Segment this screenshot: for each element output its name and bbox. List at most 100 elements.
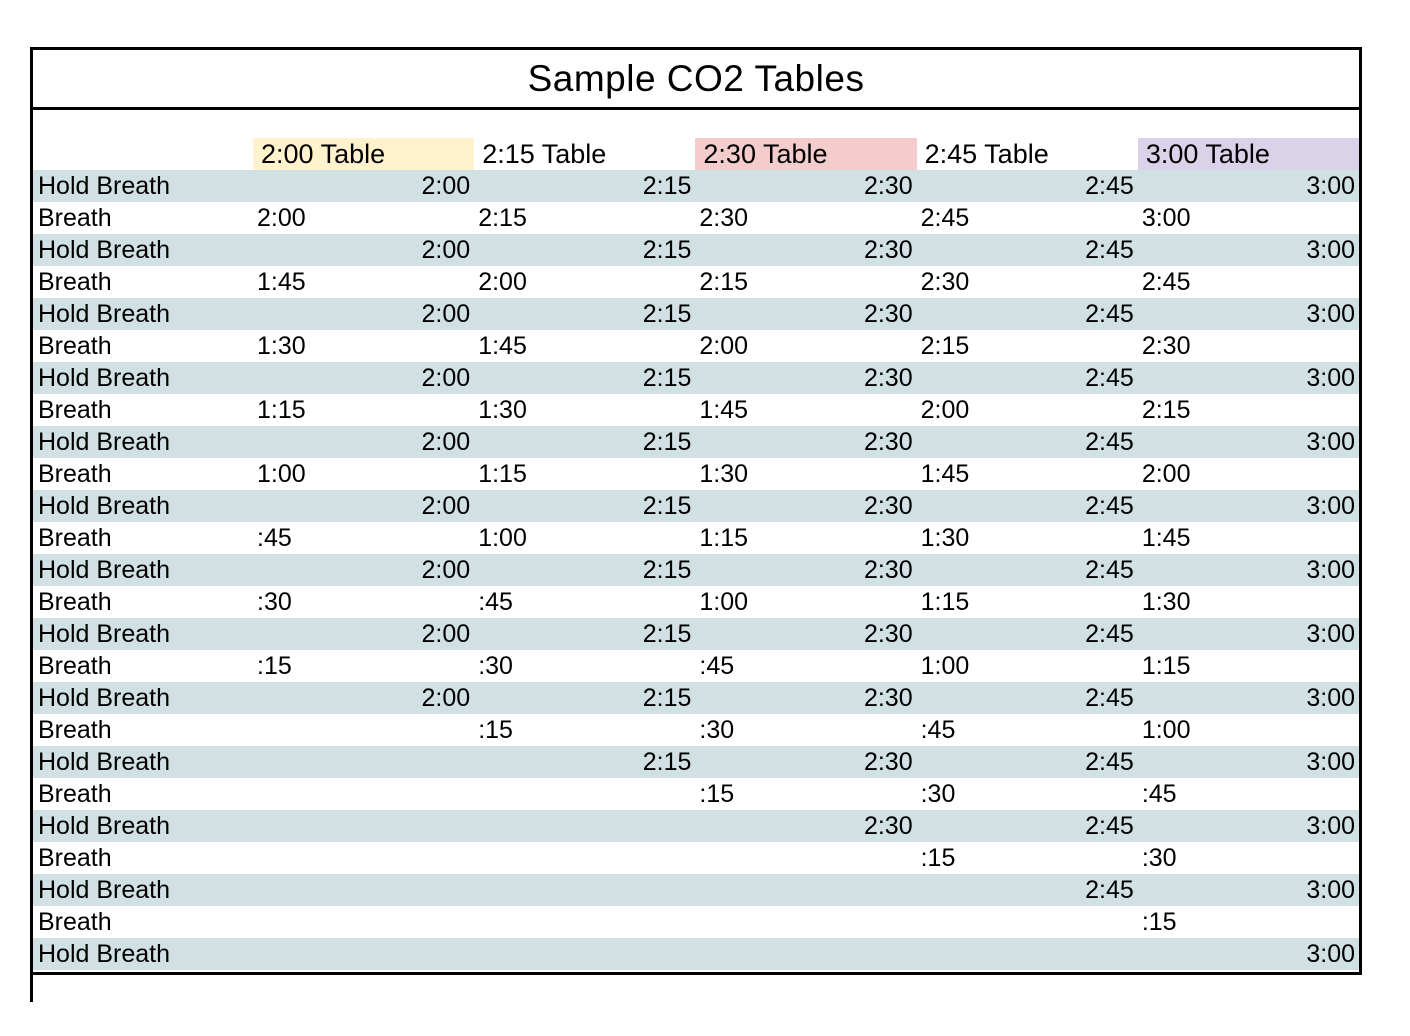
row-label: Breath [38, 524, 112, 552]
time-cell: :30 [478, 652, 513, 680]
time-cell: 1:30 [1141, 588, 1191, 616]
row-label: Hold Breath [38, 172, 171, 200]
time-cell [917, 906, 1138, 938]
time-cell: 3:00 [1306, 556, 1356, 584]
time-cell: 2:00 [920, 396, 970, 424]
time-cell: 3:00 [1306, 940, 1356, 968]
title-box: Sample CO2 Tables [30, 47, 1362, 110]
table-row: Breath 1:30 1:45 2:00 2:15 2:30 [33, 330, 1359, 362]
time-cell: 1:00 [257, 460, 306, 488]
time-cell: 2:30 [699, 204, 749, 232]
time-cell: 2:30 [863, 300, 913, 328]
time-cell: 2:00 [421, 492, 471, 520]
time-cell: 2:15 [642, 620, 692, 648]
table-row: Breath :15 [33, 906, 1359, 938]
table-row: Hold Breath 2:00 2:15 2:30 2:45 3:00 [33, 362, 1359, 394]
time-cell: 3:00 [1306, 236, 1356, 264]
header-cell-2-45-table: 2:45 Table [924, 139, 1049, 169]
table-row: Hold Breath 2:00 2:15 2:30 2:45 3:00 [33, 298, 1359, 330]
time-cell [474, 842, 695, 874]
time-cell [253, 938, 474, 970]
time-cell: 2:30 [863, 364, 913, 392]
time-cell [917, 938, 1138, 970]
time-cell: 3:00 [1306, 684, 1356, 712]
time-cell: :15 [1141, 908, 1177, 936]
row-label: Breath [38, 908, 112, 936]
row-label: Hold Breath [38, 236, 171, 264]
table-row: Breath :45 1:00 1:15 1:30 1:45 [33, 522, 1359, 554]
time-cell: 1:15 [257, 396, 306, 424]
time-cell: 1:00 [478, 524, 527, 552]
time-cell: 2:30 [863, 684, 913, 712]
time-cell: 2:00 [699, 332, 749, 360]
left-border-tail [30, 975, 33, 1002]
time-cell: 2:15 [642, 428, 692, 456]
time-cell: 2:00 [421, 556, 471, 584]
time-cell: 2:30 [863, 172, 913, 200]
time-cell: :30 [1141, 844, 1177, 872]
time-cell [474, 778, 695, 810]
time-cell: 2:45 [1085, 300, 1134, 328]
time-cell: 2:30 [863, 620, 913, 648]
row-label: Hold Breath [38, 364, 171, 392]
time-cell: 2:15 [642, 236, 692, 264]
time-cell: 1:15 [699, 524, 749, 552]
time-cell [253, 714, 474, 746]
time-cell: 2:45 [1085, 556, 1134, 584]
time-cell: 1:15 [1141, 652, 1191, 680]
row-label: Hold Breath [38, 812, 171, 840]
table-row: Breath 1:00 1:15 1:30 1:45 2:00 [33, 458, 1359, 490]
table-row: Breath 2:00 2:15 2:30 2:45 3:00 [33, 202, 1359, 234]
time-cell: 2:00 [421, 300, 471, 328]
table-row: Hold Breath 3:00 [33, 938, 1359, 970]
time-cell: 2:00 [421, 236, 471, 264]
header-cell-3-00-table: 3:00 Table [1137, 138, 1360, 170]
time-cell [695, 906, 916, 938]
time-cell: 2:00 [1141, 460, 1191, 488]
time-cell: 1:00 [920, 652, 970, 680]
time-cell: :15 [478, 716, 513, 744]
table-row: Hold Breath 2:00 2:15 2:30 2:45 3:00 [33, 554, 1359, 586]
table-row: Hold Breath 2:15 2:30 2:45 3:00 [33, 746, 1359, 778]
time-cell [474, 810, 695, 842]
time-cell [474, 874, 695, 906]
time-cell: 2:30 [863, 236, 913, 264]
time-cell: 3:00 [1306, 300, 1356, 328]
time-cell: 1:00 [699, 588, 749, 616]
row-label: Hold Breath [38, 876, 171, 904]
time-cell [695, 938, 916, 970]
table-row: Breath 1:15 1:30 1:45 2:00 2:15 [33, 394, 1359, 426]
time-cell: 2:45 [1085, 492, 1134, 520]
time-cell: 2:15 [642, 748, 692, 776]
table-row: Hold Breath 2:00 2:15 2:30 2:45 3:00 [33, 618, 1359, 650]
row-label: Breath [38, 460, 112, 488]
time-cell: 2:30 [1141, 332, 1191, 360]
time-cell: 2:30 [920, 268, 970, 296]
time-cell: 2:15 [920, 332, 970, 360]
time-cell [253, 778, 474, 810]
table-row: Breath 1:45 2:00 2:15 2:30 2:45 [33, 266, 1359, 298]
header-cell-2-15-table: 2:15 Table [482, 139, 607, 169]
time-cell: :15 [257, 652, 292, 680]
time-cell: 2:15 [642, 556, 692, 584]
time-cell: 2:15 [642, 300, 692, 328]
time-cell: :30 [699, 716, 735, 744]
table-row: Breath :15 :30 [33, 842, 1359, 874]
time-cell: 2:00 [478, 268, 527, 296]
time-cell: 1:45 [257, 268, 306, 296]
header-spacer-cell [33, 138, 253, 170]
row-label: Breath [38, 396, 112, 424]
time-cell: 3:00 [1306, 876, 1356, 904]
row-label: Hold Breath [38, 748, 171, 776]
time-cell: 2:45 [1141, 268, 1191, 296]
time-cell: 2:15 [642, 492, 692, 520]
time-cell: 2:15 [699, 268, 749, 296]
header-cell-2-30-table: 2:30 Table [695, 138, 917, 170]
time-cell: 1:00 [1141, 716, 1191, 744]
time-cell: :15 [920, 844, 956, 872]
time-cell: 1:30 [478, 396, 527, 424]
time-cell: 2:00 [421, 684, 471, 712]
time-cell [253, 842, 474, 874]
time-cell [474, 938, 695, 970]
